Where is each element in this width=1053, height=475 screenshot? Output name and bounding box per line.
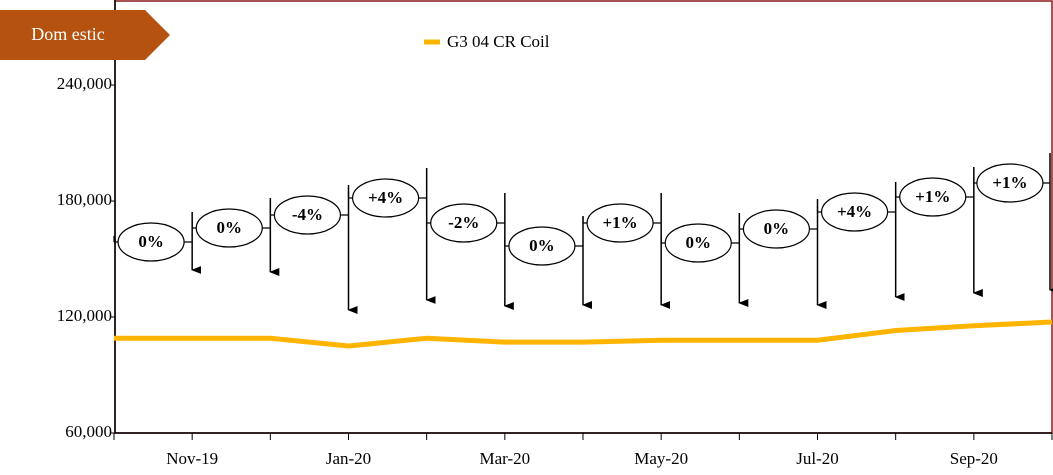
y-tick-label: 240,000 [57,74,112,93]
y-tick-label: 120,000 [57,306,112,325]
annotation-oval [664,223,732,263]
x-tick-label: Jul-20 [796,449,839,468]
annotation-label: 0% [217,218,243,237]
annotation-label: 0% [529,236,555,255]
annotation-oval [430,203,498,243]
annotation-oval [820,192,889,232]
annotation-label: +1% [992,173,1027,192]
annotation-label: -2% [448,213,479,232]
annotation-oval [117,222,185,262]
data-line [114,319,1053,349]
annotation-oval [273,195,342,235]
x-tick-label: Nov-19 [166,449,218,468]
annotation-label: +4% [837,202,872,221]
annotation-oval [899,177,967,217]
annotation-oval [586,203,654,243]
annotation-label: 0% [764,219,790,238]
legend-label: G3 04 CR Coil [447,32,550,51]
annotation-label: +1% [602,213,637,232]
annotation-oval [742,209,811,249]
annotation-label: -4% [292,205,323,224]
annotation-oval [508,226,576,266]
y-tick-label: 60,000 [65,422,112,441]
x-tick-label: Jan-20 [326,449,371,468]
x-tick-label: Mar-20 [480,449,531,468]
tag-text: Dom estic [31,24,105,44]
annotation-label: 0% [138,232,164,251]
annotation-oval [351,178,420,218]
annotation-label: +4% [368,188,403,207]
annotation-label: +1% [915,187,950,206]
annotation-oval [976,163,1044,203]
tag-shape [0,10,170,60]
y-tick-label: 180,000 [57,190,112,209]
x-tick-label: May-20 [634,449,688,468]
annotation-label: 0% [686,233,712,252]
x-tick-label: Sep-20 [950,449,998,468]
annotation-oval [195,208,263,248]
